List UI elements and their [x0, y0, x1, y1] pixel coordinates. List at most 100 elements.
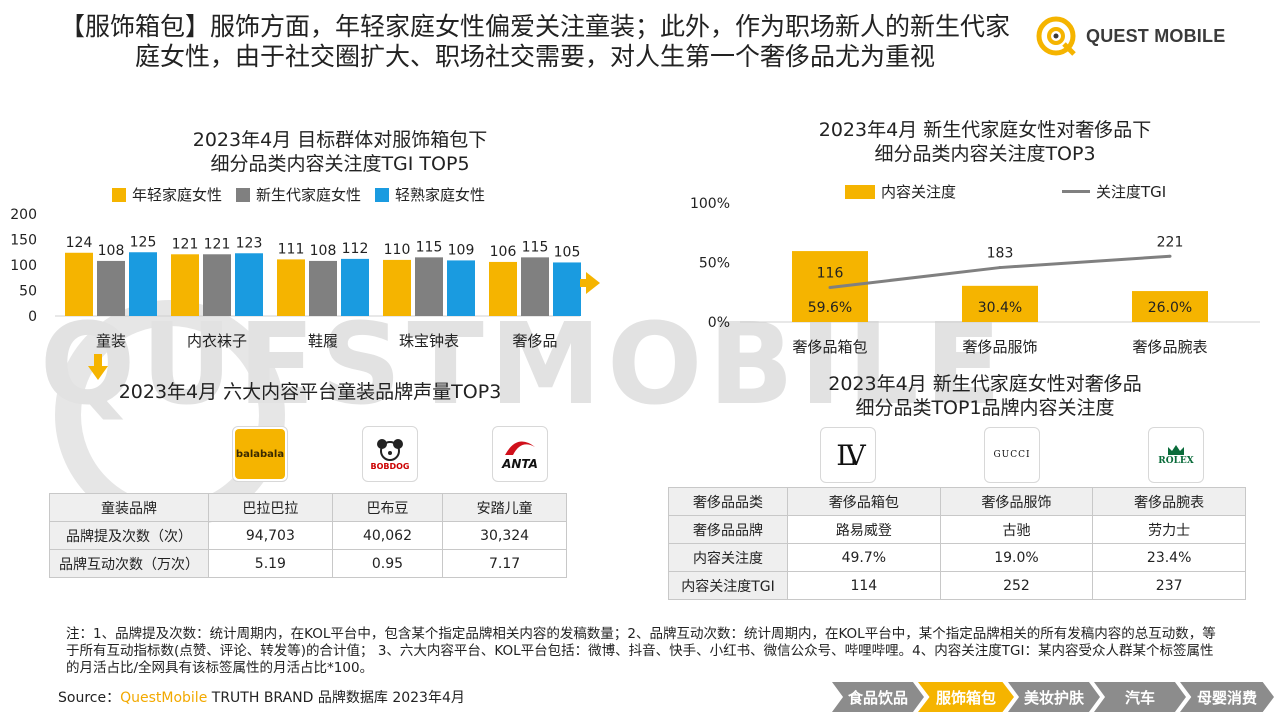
x-tick-label: 内衣袜子: [187, 332, 247, 350]
bar-value-label: 124: [66, 235, 93, 251]
y-tick-label: 0: [28, 309, 37, 325]
nav-tab-maternal[interactable]: 母婴消费: [1180, 682, 1274, 712]
table-row-label: 品牌互动次数（万次）: [49, 549, 209, 578]
x-tick-label: 奢侈品箱包: [792, 338, 867, 356]
bar-value-label: 110: [384, 242, 411, 258]
chart2-svg: 100% 50% 0% 59.6% 奢侈品箱包 30.4% 奢侈品服饰 26.0% 奢侈品腕表 1…: [690, 196, 1260, 356]
x-tick-label: 奢侈品: [512, 332, 557, 350]
bar-value-label: 121: [204, 236, 231, 252]
table-cell: 23.4%: [1092, 543, 1246, 572]
chart1-title: 2023年4月 目标群体对服饰箱包下 细分品类内容关注度TGI TOP5: [192, 129, 488, 175]
table-header-cell: 奢侈品腕表: [1092, 487, 1246, 516]
bar: [553, 262, 581, 316]
table-row: 内容关注度 49.7% 19.0% 23.4%: [668, 543, 1246, 572]
nav-tab-label: 服饰箱包: [935, 688, 996, 707]
table-cell: 30,324: [442, 521, 567, 550]
footnote: 注：1、品牌提及次数：统计周期内，在KOL平台中，包含某个指定品牌相关内容的发稿…: [66, 626, 1216, 676]
kids-brand-table: 童装品牌 巴拉巴拉 巴布豆 安踏儿童 品牌提及次数（次） 94,703 40,0…: [49, 493, 567, 578]
y-tick-label: 100: [10, 258, 37, 274]
bar: [65, 252, 93, 316]
bar: [277, 259, 305, 316]
bar-value-label: 105: [554, 244, 581, 260]
table-cell: 古驰: [939, 515, 1094, 544]
right-arrow-icon: [586, 272, 600, 294]
nav-tab-food[interactable]: 食品饮品: [832, 682, 924, 712]
table-row: 奢侈品品牌 路易威登 古驰 劳力士: [668, 515, 1246, 544]
table-row-label: 品牌提及次数（次）: [49, 521, 209, 550]
bar: [383, 259, 411, 316]
bar: [341, 258, 369, 316]
nav-tab-label: 美妆护肤: [1023, 688, 1084, 707]
bar-value-label: 26.0%: [1148, 300, 1192, 316]
source-prefix: Source：: [58, 690, 121, 706]
legend-swatch-blue: [375, 187, 390, 202]
table-cell: 114: [787, 571, 941, 600]
table-header-cell: 奢侈品箱包: [787, 487, 941, 516]
legend-label: 轻熟家庭女性: [395, 186, 486, 204]
table-row: 品牌互动次数（万次） 5.19 0.95 7.17: [49, 549, 567, 578]
legend-swatch-line: [1062, 190, 1091, 193]
table-row-label: 内容关注度: [668, 543, 788, 572]
bar: [171, 254, 199, 316]
bar: [521, 257, 549, 316]
table-cell: 40,062: [331, 521, 444, 550]
x-tick-label: 奢侈品腕表: [1132, 338, 1207, 356]
bar: [1132, 291, 1208, 322]
legend-swatch-yellow: [112, 187, 126, 202]
bobdog-logo: BOBDOG: [362, 426, 418, 482]
rolex-logo-text: ROLEX: [1158, 456, 1194, 466]
table-cell: 5.19: [208, 549, 333, 578]
bar-value-label: 59.6%: [808, 300, 852, 316]
legend-label: 关注度TGI: [1096, 183, 1167, 201]
bar: [962, 285, 1038, 322]
table-row-label: 内容关注度TGI: [668, 571, 788, 600]
dog-icon: [376, 438, 403, 461]
table-cell: 劳力士: [1092, 515, 1246, 544]
bar: [309, 260, 337, 316]
table-header-cell: 安踏儿童: [442, 493, 567, 522]
nav-tab-apparel[interactable]: 服饰箱包: [918, 682, 1014, 712]
page-headline: 【服饰箱包】服饰方面，年轻家庭女性偏爱关注童装；此外，作为职场新人的新生代家庭女…: [59, 12, 1010, 71]
table-row-label: 奢侈品品牌: [668, 515, 788, 544]
bar: [447, 260, 475, 316]
legend-swatch-bar: [845, 184, 875, 199]
legend-swatch-gray: [236, 187, 251, 202]
tgi-value-label: 183: [987, 246, 1014, 262]
tgi-point: [828, 285, 832, 289]
x-tick-label: 奢侈品服饰: [962, 338, 1037, 356]
bar: [129, 252, 157, 316]
table-cell: 94,703: [208, 521, 333, 550]
x-tick-label: 童装: [96, 332, 126, 350]
bar: [235, 253, 263, 316]
tgi-point: [1168, 254, 1172, 258]
louis-vuitton-logo: LV: [820, 427, 876, 483]
source-line: Source：QuestMobile TRUTH BRAND 品牌数据库 202…: [58, 687, 465, 707]
bar-value-label: 115: [522, 239, 549, 255]
x-tick-label: 鞋履: [308, 332, 338, 350]
y-tick-label: 0%: [708, 315, 730, 331]
anta-logo-text: ANTA: [502, 457, 538, 471]
gucci-logo: GUCCI: [984, 427, 1040, 483]
table-header-cell: 巴拉巴拉: [208, 493, 333, 522]
lux-table-title: 2023年4月 新生代家庭女性对奢侈品 细分品类TOP1品牌内容关注度: [828, 373, 1142, 419]
bar: [97, 260, 125, 316]
legend-label: 内容关注度: [881, 183, 957, 201]
table-row: 童装品牌 巴拉巴拉 巴布豆 安踏儿童: [49, 493, 567, 522]
table-row: 品牌提及次数（次） 94,703 40,062 30,324: [49, 521, 567, 550]
bar-value-label: 125: [130, 234, 157, 250]
nav-tab-auto[interactable]: 汽车: [1094, 682, 1186, 712]
bar-value-label: 121: [172, 236, 199, 252]
bar-value-label: 109: [448, 242, 475, 258]
bar: [489, 261, 517, 316]
logo-text: QUEST MOBILE: [1086, 26, 1226, 46]
table-cell: 0.95: [331, 549, 444, 578]
anta-mark-icon: [505, 441, 535, 455]
y-tick-label: 50: [19, 284, 37, 300]
y-tick-label: 50%: [699, 256, 730, 272]
table-cell: 49.7%: [787, 543, 941, 572]
legend-label: 新生代家庭女性: [256, 186, 362, 204]
chart1-svg: 200 150 100 50 0 124 108 125 童装 121 121 123 内衣袜子 111 1…: [10, 207, 581, 350]
table-cell: 19.0%: [939, 543, 1094, 572]
nav-tab-beauty[interactable]: 美妆护肤: [1008, 682, 1100, 712]
legend-label: 年轻家庭女性: [132, 186, 223, 204]
